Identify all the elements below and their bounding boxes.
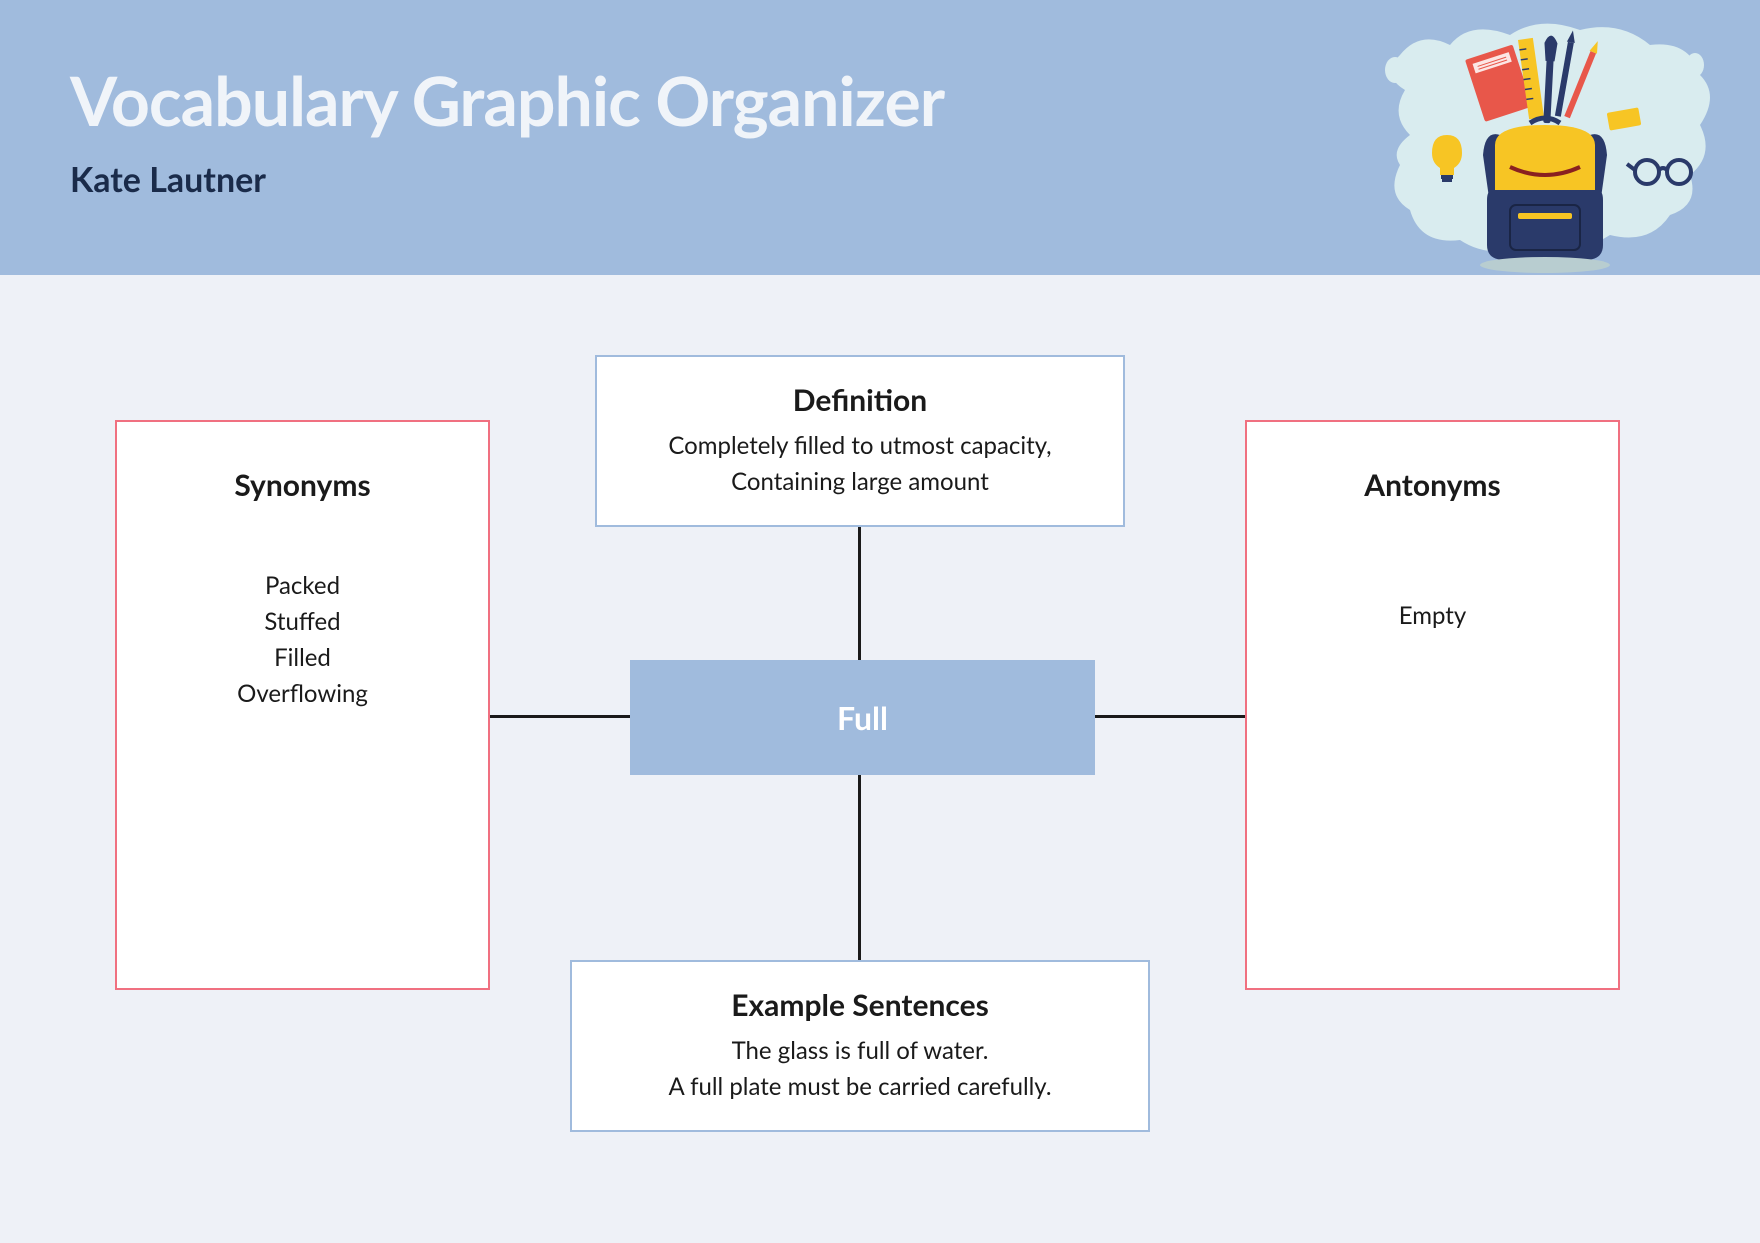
center-word-box: Full [630,660,1095,775]
example-content: The glass is full of water. A full plate… [592,1033,1128,1105]
connector-bottom [858,775,861,960]
antonyms-content: Empty [1267,598,1598,634]
connector-left [490,715,630,718]
diagram-area: Definition Completely filled to utmost c… [0,275,1760,1243]
example-line1: The glass is full of water. [592,1033,1128,1069]
header: Vocabulary Graphic Organizer Kate Lautne… [0,0,1760,275]
connector-right [1095,715,1245,718]
center-word: Full [837,698,888,737]
synonyms-box: Synonyms Packed Stuffed Filled Overflowi… [115,420,490,990]
definition-line2: Containing large amount [617,464,1103,500]
example-box: Example Sentences The glass is full of w… [570,960,1150,1132]
antonyms-title: Antonyms [1267,467,1598,503]
definition-line1: Completely filled to utmost capacity, [617,428,1103,464]
example-title: Example Sentences [592,987,1128,1023]
antonyms-box: Antonyms Empty [1245,420,1620,990]
synonym-item: Overflowing [137,676,468,712]
backpack-illustration [1370,15,1720,275]
definition-box: Definition Completely filled to utmost c… [595,355,1125,527]
synonym-item: Stuffed [137,604,468,640]
definition-content: Completely filled to utmost capacity, Co… [617,428,1103,500]
synonyms-title: Synonyms [137,467,468,503]
synonym-item: Filled [137,640,468,676]
definition-title: Definition [617,382,1103,418]
synonym-item: Packed [137,568,468,604]
connector-top [858,525,861,660]
example-line2: A full plate must be carried carefully. [592,1069,1128,1105]
antonym-item: Empty [1267,598,1598,634]
synonyms-content: Packed Stuffed Filled Overflowing [137,568,468,712]
